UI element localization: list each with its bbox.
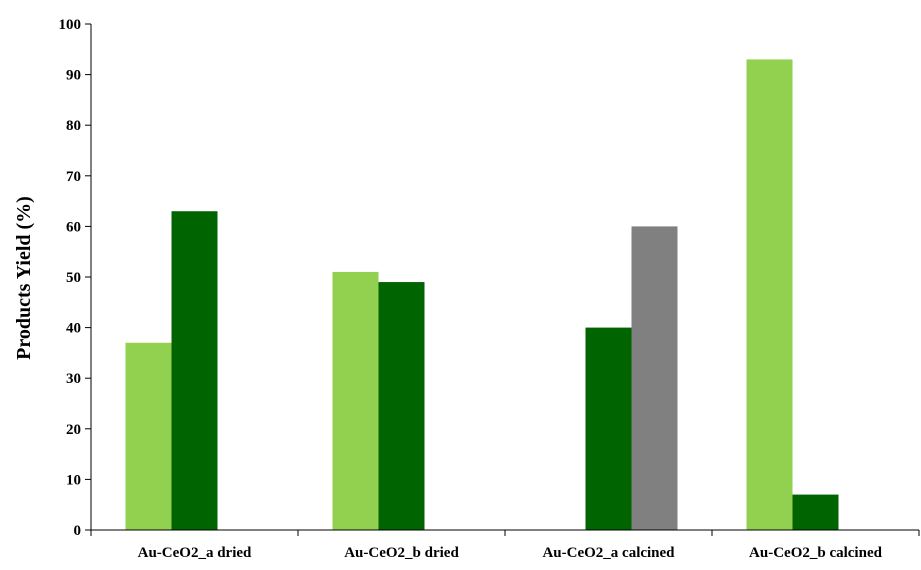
bar bbox=[125, 342, 172, 530]
y-tick-label: 20 bbox=[66, 422, 81, 438]
y-axis-title-group: Products Yield (%) bbox=[13, 196, 35, 360]
y-tick-label: 0 bbox=[74, 523, 82, 539]
bars bbox=[125, 59, 839, 531]
bar bbox=[585, 327, 632, 530]
y-tick-label: 60 bbox=[66, 219, 81, 235]
y-axis-title: Products Yield (%) bbox=[13, 196, 35, 360]
x-category-label: Au-CeO2_a dried bbox=[138, 545, 252, 561]
bar bbox=[631, 226, 678, 530]
y-tick-label: 70 bbox=[66, 169, 81, 185]
x-category-label: Au-CeO2_a calcined bbox=[542, 545, 675, 561]
y-tick-label: 40 bbox=[66, 321, 81, 337]
x-category-label: Au-CeO2_b calcined bbox=[749, 545, 883, 561]
y-tick-label: 30 bbox=[66, 371, 81, 387]
bar bbox=[746, 59, 793, 531]
x-axis-labels: Au-CeO2_a dried Au-CeO2_b dried Au-CeO2_a … bbox=[90, 530, 920, 561]
y-tick-label: 90 bbox=[66, 68, 81, 84]
bar bbox=[171, 211, 218, 530]
x-category-label: Au-CeO2_b dried bbox=[344, 545, 459, 561]
bar bbox=[378, 282, 425, 530]
y-tick-label: 50 bbox=[66, 270, 81, 286]
bar bbox=[332, 271, 379, 530]
y-axis-ticks: 0 10 20 30 40 50 60 70 80 90 100 bbox=[59, 17, 91, 539]
bar bbox=[792, 494, 839, 530]
y-tick-label: 10 bbox=[66, 472, 81, 488]
y-tick-label: 100 bbox=[59, 17, 82, 33]
y-tick-label: 80 bbox=[66, 118, 81, 134]
